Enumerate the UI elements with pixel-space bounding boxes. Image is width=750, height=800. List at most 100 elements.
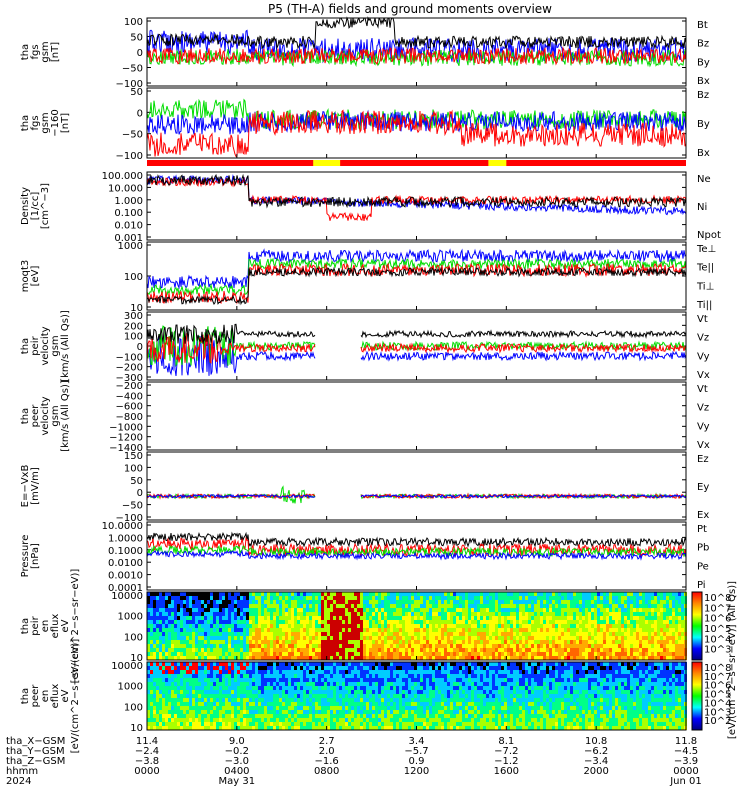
heatmap-cell <box>342 710 345 714</box>
heatmap-cell <box>354 682 357 686</box>
heatmap-cell <box>234 718 237 722</box>
heatmap-cell <box>291 702 294 706</box>
heatmap-cell <box>339 612 342 616</box>
heatmap-cell <box>387 596 390 600</box>
heatmap-cell <box>465 644 468 648</box>
heatmap-cell <box>405 714 408 718</box>
heatmap-cell <box>171 726 174 730</box>
heatmap-cell <box>156 706 159 710</box>
heatmap-cell <box>216 628 219 632</box>
heatmap-cell <box>318 640 321 644</box>
heatmap-cell <box>273 674 276 678</box>
heatmap-cell <box>237 624 240 628</box>
y-tick-label: 0 <box>137 488 143 499</box>
heatmap-cell <box>186 670 189 674</box>
heatmap-cell <box>189 682 192 686</box>
heatmap-cell <box>258 690 261 694</box>
heatmap-cell <box>366 620 369 624</box>
y-axis-label: tha <box>20 44 31 60</box>
heatmap-cell <box>375 714 378 718</box>
heatmap-cell <box>189 608 192 612</box>
heatmap-cell <box>369 710 372 714</box>
heatmap-cell <box>495 624 498 628</box>
heatmap-cell <box>303 682 306 686</box>
heatmap-cell <box>417 706 420 710</box>
heatmap-cell <box>240 674 243 678</box>
heatmap-cell <box>183 722 186 726</box>
heatmap-cell <box>279 722 282 726</box>
y-tick-label: −300 <box>116 373 143 384</box>
heatmap-cell <box>435 702 438 706</box>
heatmap-cell <box>384 714 387 718</box>
heatmap-cell <box>588 648 591 652</box>
heatmap-cell <box>168 698 171 702</box>
heatmap-cell <box>366 702 369 706</box>
heatmap-cell <box>297 648 300 652</box>
heatmap-cell <box>360 616 363 620</box>
heatmap-cell <box>282 640 285 644</box>
heatmap-cell <box>399 612 402 616</box>
heatmap-cell <box>636 636 639 640</box>
heatmap-cell <box>666 612 669 616</box>
heatmap-cell <box>585 592 588 596</box>
heatmap-cell <box>621 616 624 620</box>
heatmap-cell <box>642 656 645 660</box>
heatmap-cell <box>432 726 435 730</box>
heatmap-cell <box>180 690 183 694</box>
heatmap-cell <box>276 600 279 604</box>
heatmap-cell <box>420 652 423 656</box>
heatmap-cell <box>399 600 402 604</box>
heatmap-cell <box>633 624 636 628</box>
heatmap-cell <box>594 596 597 600</box>
heatmap-cell <box>180 710 183 714</box>
heatmap-cell <box>279 702 282 706</box>
heatmap-cell <box>267 620 270 624</box>
heatmap-cell <box>171 628 174 632</box>
heatmap-cell <box>633 656 636 660</box>
heatmap-cell <box>279 620 282 624</box>
heatmap-cell <box>243 670 246 674</box>
heatmap-cell <box>420 666 423 670</box>
heatmap-cell <box>489 592 492 596</box>
heatmap-cell <box>207 612 210 616</box>
heatmap-cell <box>600 592 603 596</box>
heatmap-cell <box>429 726 432 730</box>
heatmap-cell <box>276 718 279 722</box>
heatmap-cell <box>222 604 225 608</box>
heatmap-cell <box>435 604 438 608</box>
heatmap-cell <box>147 608 150 612</box>
heatmap-cell <box>177 682 180 686</box>
heatmap-cell <box>564 612 567 616</box>
heatmap-cell <box>552 632 555 636</box>
heatmap-cell <box>456 608 459 612</box>
heatmap-cell <box>540 620 543 624</box>
heatmap-cell <box>324 706 327 710</box>
heatmap-cell <box>345 628 348 632</box>
heatmap-cell <box>504 636 507 640</box>
heatmap-cell <box>357 714 360 718</box>
heatmap-cell <box>255 686 258 690</box>
heatmap-cell <box>459 592 462 596</box>
heatmap-cell <box>375 592 378 596</box>
heatmap-cell <box>327 640 330 644</box>
heatmap-cell <box>159 694 162 698</box>
heatmap-cell <box>441 620 444 624</box>
heatmap-cell <box>198 632 201 636</box>
heatmap-cell <box>360 690 363 694</box>
heatmap-cell <box>357 694 360 698</box>
heatmap-cell <box>213 702 216 706</box>
heatmap-cell <box>486 648 489 652</box>
heatmap-cell <box>489 636 492 640</box>
heatmap-cell <box>636 604 639 608</box>
heatmap-cell <box>171 706 174 710</box>
heatmap-cell <box>276 726 279 730</box>
heatmap-cell <box>660 608 663 612</box>
heatmap-cell <box>330 620 333 624</box>
heatmap-cell <box>405 640 408 644</box>
heatmap-cell <box>225 698 228 702</box>
heatmap-cell <box>600 620 603 624</box>
heatmap-cell <box>615 632 618 636</box>
heatmap-cell <box>189 612 192 616</box>
